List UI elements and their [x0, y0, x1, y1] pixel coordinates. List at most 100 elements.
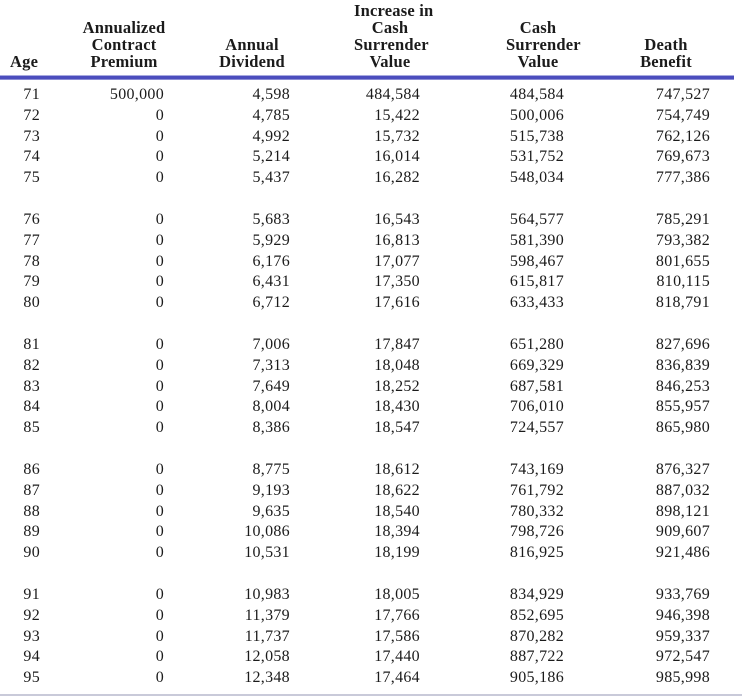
table-row: 91 0 10,983 18,005 834,929 933,769 — [0, 585, 746, 606]
cell-age: 89 — [23, 523, 40, 541]
cell-death: 827,696 — [655, 335, 710, 353]
cell-csv: 834,929 — [509, 585, 564, 603]
cell-death: 972,547 — [655, 648, 710, 666]
cell-increase: 15,732 — [374, 127, 420, 145]
table-row: 77 0 5,929 16,813 581,390 793,382 — [0, 231, 746, 252]
cell-increase: 18,612 — [374, 460, 420, 478]
table-row: 88 0 9,635 18,540 780,332 898,121 — [0, 502, 746, 523]
cell-age: 83 — [23, 377, 40, 395]
cell-dividend: 5,683 — [252, 210, 290, 228]
group-spacer-row — [0, 439, 746, 460]
cell-dividend: 5,929 — [252, 231, 290, 249]
cell-dividend: 6,176 — [252, 252, 290, 270]
table-row: 74 0 5,214 16,014 531,752 769,673 — [0, 147, 746, 168]
cell-increase: 18,430 — [374, 398, 420, 416]
cell-increase: 18,622 — [374, 481, 420, 499]
cell-csv: 515,738 — [509, 127, 564, 145]
cell-premium: 0 — [155, 523, 164, 541]
cell-age: 87 — [23, 481, 40, 499]
cell-premium: 0 — [155, 273, 164, 291]
cell-increase: 16,813 — [374, 231, 420, 249]
cell-age: 80 — [23, 294, 40, 312]
cell-premium: 0 — [155, 148, 164, 166]
header-age: Age — [10, 52, 39, 71]
cell-dividend: 5,437 — [252, 169, 290, 187]
table-row: 76 0 5,683 16,543 564,577 785,291 — [0, 210, 746, 231]
cell-dividend: 10,086 — [244, 523, 290, 541]
cell-csv: 706,010 — [509, 398, 564, 416]
cell-premium: 0 — [155, 627, 164, 645]
cell-increase: 484,584 — [365, 86, 420, 103]
table-row: 93 0 11,737 17,586 870,282 959,337 — [0, 627, 746, 648]
row-spacer — [716, 168, 746, 189]
cell-age: 82 — [23, 356, 40, 374]
table-row: 71 500,000 4,598 484,584 484,584 747,527 — [0, 85, 746, 106]
cell-death: 810,115 — [656, 273, 710, 291]
cell-age: 84 — [23, 398, 40, 416]
table-row: 92 0 11,379 17,766 852,695 946,398 — [0, 606, 746, 627]
table-header-row: Age Annualized Contract Premium Annual D… — [0, 0, 746, 72]
table-row: 75 0 5,437 16,282 548,034 777,386 — [0, 168, 746, 189]
row-spacer — [716, 543, 746, 564]
cell-increase: 17,350 — [374, 273, 420, 291]
cell-premium: 0 — [155, 252, 164, 270]
cell-death: 785,291 — [655, 210, 710, 228]
cell-dividend: 12,348 — [244, 669, 290, 687]
cell-death: 846,253 — [655, 377, 710, 395]
cell-csv: 615,817 — [509, 273, 564, 291]
cell-increase: 17,766 — [374, 606, 420, 624]
cell-increase: 17,616 — [374, 294, 420, 312]
table-body: 71 500,000 4,598 484,584 484,584 747,527 72 0 4,… — [0, 85, 746, 696]
table-row: 81 0 7,006 17,847 651,280 827,696 — [0, 335, 746, 356]
row-spacer — [716, 502, 746, 523]
cell-age: 72 — [23, 106, 40, 124]
cell-premium: 0 — [155, 481, 164, 499]
table-row: 79 0 6,431 17,350 615,817 810,115 — [0, 272, 746, 293]
cell-increase: 15,422 — [374, 106, 420, 124]
cell-age: 86 — [23, 460, 40, 478]
row-spacer — [716, 481, 746, 502]
cell-increase: 16,282 — [374, 169, 420, 187]
cell-premium: 0 — [155, 544, 164, 562]
cell-age: 81 — [23, 335, 40, 353]
cell-premium: 0 — [155, 419, 164, 437]
cell-dividend: 8,775 — [252, 460, 290, 478]
table-row: 86 0 8,775 18,612 743,169 876,327 — [0, 460, 746, 481]
cell-dividend: 4,992 — [252, 127, 290, 145]
cell-dividend: 5,214 — [252, 148, 290, 166]
bottom-rule-row — [0, 689, 746, 696]
cell-increase: 17,077 — [374, 252, 420, 270]
row-spacer — [716, 377, 746, 398]
cell-csv: 780,332 — [509, 502, 564, 520]
cell-csv: 798,726 — [509, 523, 564, 541]
cell-csv: 852,695 — [509, 606, 564, 624]
cell-csv: 633,433 — [509, 294, 564, 312]
cell-age: 92 — [23, 606, 40, 624]
group-spacer-row — [0, 189, 746, 210]
table-row: 87 0 9,193 18,622 761,792 887,032 — [0, 481, 746, 502]
bottom-rule — [0, 693, 742, 696]
cell-death: 818,791 — [655, 294, 710, 312]
cell-dividend: 8,386 — [252, 419, 290, 437]
cell-dividend: 6,431 — [252, 273, 290, 291]
cell-premium: 0 — [155, 356, 164, 374]
cell-csv: 761,792 — [509, 481, 564, 499]
cell-csv: 651,280 — [509, 335, 564, 353]
cell-csv: 548,034 — [509, 169, 564, 187]
table-row: 73 0 4,992 15,732 515,738 762,126 — [0, 127, 746, 148]
table-row: 80 0 6,712 17,616 633,433 818,791 — [0, 293, 746, 314]
cell-death: 754,749 — [655, 106, 710, 124]
cell-csv: 669,329 — [509, 356, 564, 374]
table-row: 94 0 12,058 17,440 887,722 972,547 — [0, 647, 746, 668]
cell-age: 93 — [23, 627, 40, 645]
table-row: 85 0 8,386 18,547 724,557 865,980 — [0, 418, 746, 439]
cell-death: 898,121 — [655, 502, 710, 520]
cell-dividend: 7,313 — [252, 356, 290, 374]
cell-dividend: 6,712 — [252, 294, 290, 312]
table-row: 90 0 10,531 18,199 816,925 921,486 — [0, 543, 746, 564]
cell-premium: 0 — [155, 294, 164, 312]
cell-csv: 500,006 — [509, 106, 564, 124]
cell-dividend: 7,006 — [252, 335, 290, 353]
cell-death: 855,957 — [655, 398, 710, 416]
cell-premium: 0 — [155, 127, 164, 145]
